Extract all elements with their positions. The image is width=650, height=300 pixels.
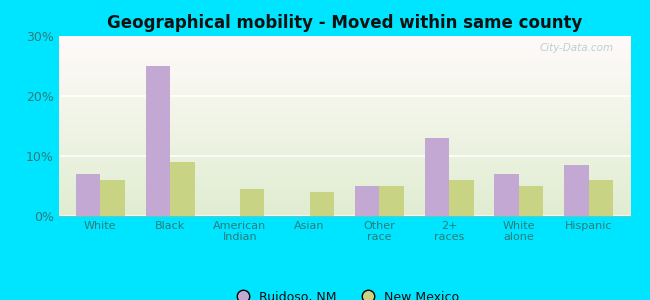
Bar <box>146 66 170 216</box>
Bar <box>519 186 543 216</box>
Text: City-Data.com: City-Data.com <box>540 43 614 53</box>
Bar <box>355 186 380 216</box>
Bar <box>589 180 613 216</box>
Bar <box>76 174 100 216</box>
Bar <box>380 186 404 216</box>
Bar <box>495 174 519 216</box>
Bar <box>449 180 474 216</box>
Bar <box>309 192 334 216</box>
Bar <box>170 162 194 216</box>
Legend: Ruidoso, NM, New Mexico: Ruidoso, NM, New Mexico <box>225 286 464 300</box>
Bar <box>240 189 265 216</box>
Title: Geographical mobility - Moved within same county: Geographical mobility - Moved within sam… <box>107 14 582 32</box>
Bar <box>424 138 449 216</box>
Bar <box>100 180 125 216</box>
Bar <box>564 165 589 216</box>
